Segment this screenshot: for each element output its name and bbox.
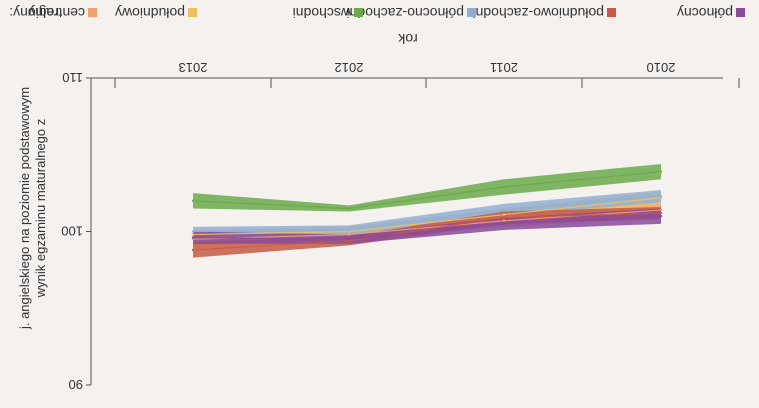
legend-swatch bbox=[736, 8, 745, 17]
data-point bbox=[502, 185, 506, 189]
data-point bbox=[347, 237, 351, 241]
x-tick-label: 2010 bbox=[647, 60, 676, 75]
legend-item: centralny bbox=[28, 5, 97, 21]
series-line-1 bbox=[192, 197, 662, 236]
legend-swatch bbox=[354, 8, 363, 17]
data-point bbox=[191, 233, 195, 236]
axes: 2010 2011 2012 2013 90 100 110 bbox=[61, 60, 740, 392]
data-point bbox=[191, 236, 195, 239]
legend-label: południowo-zachodni bbox=[472, 5, 604, 21]
legend-item: południowo-zachodni bbox=[472, 5, 616, 21]
legend-swatch bbox=[188, 8, 197, 17]
series-line-4 bbox=[192, 212, 662, 251]
x-tick-label: 2011 bbox=[490, 60, 518, 75]
legend-swatch bbox=[607, 8, 616, 17]
data-point bbox=[502, 219, 506, 222]
legend-label: południowy bbox=[115, 5, 185, 21]
series-line-5 bbox=[192, 215, 662, 240]
data-point bbox=[659, 211, 663, 215]
data-point bbox=[659, 194, 663, 198]
y-tick-label: 90 bbox=[69, 377, 83, 392]
data-point bbox=[659, 170, 663, 173]
data-point bbox=[191, 199, 195, 202]
data-point bbox=[502, 208, 506, 212]
series-band-2 bbox=[193, 163, 661, 212]
data-point bbox=[659, 208, 663, 212]
series-bands bbox=[193, 163, 661, 258]
data-point bbox=[502, 213, 506, 216]
data-point bbox=[347, 207, 351, 210]
series-line-2 bbox=[192, 171, 662, 210]
data-point bbox=[347, 228, 351, 232]
legend-label: północno-zachodni bbox=[346, 5, 464, 21]
y-axis-label-line-1: wynik egzaminu maturalnego z bbox=[33, 119, 48, 298]
legend-label: wschodni bbox=[293, 5, 352, 21]
legend-item: wschodni bbox=[293, 5, 363, 21]
y-tick-label: 110 bbox=[62, 70, 83, 85]
legend-label: północny bbox=[677, 5, 733, 21]
x-axis-label: rok bbox=[397, 31, 417, 47]
data-point bbox=[191, 248, 195, 252]
series-lines bbox=[191, 170, 663, 252]
data-point bbox=[502, 222, 506, 226]
data-point bbox=[502, 216, 506, 219]
series-line-3 bbox=[192, 195, 662, 233]
legend: regiony: północny południowo-zachodni półn… bbox=[9, 5, 745, 21]
x-tick-label: 2012 bbox=[335, 60, 364, 75]
y-axis-label-line-2: j. angielskiego na poziomie podstawowym bbox=[17, 87, 32, 330]
x-tick-label: 2013 bbox=[179, 60, 208, 75]
data-point bbox=[191, 230, 195, 233]
legend-swatch bbox=[467, 8, 476, 17]
series-band-5 bbox=[193, 208, 661, 244]
legend-item: północno-zachodni bbox=[346, 5, 476, 21]
data-point bbox=[659, 214, 663, 218]
legend-item: południowy bbox=[115, 5, 197, 21]
legend-swatch bbox=[88, 8, 97, 17]
series-band-3 bbox=[193, 190, 661, 237]
data-point bbox=[347, 233, 351, 236]
legend-label: centralny bbox=[28, 5, 85, 21]
y-tick-label: 100 bbox=[61, 224, 83, 239]
legend-item: północny bbox=[677, 5, 745, 21]
legend-title: regiony: bbox=[9, 5, 59, 21]
